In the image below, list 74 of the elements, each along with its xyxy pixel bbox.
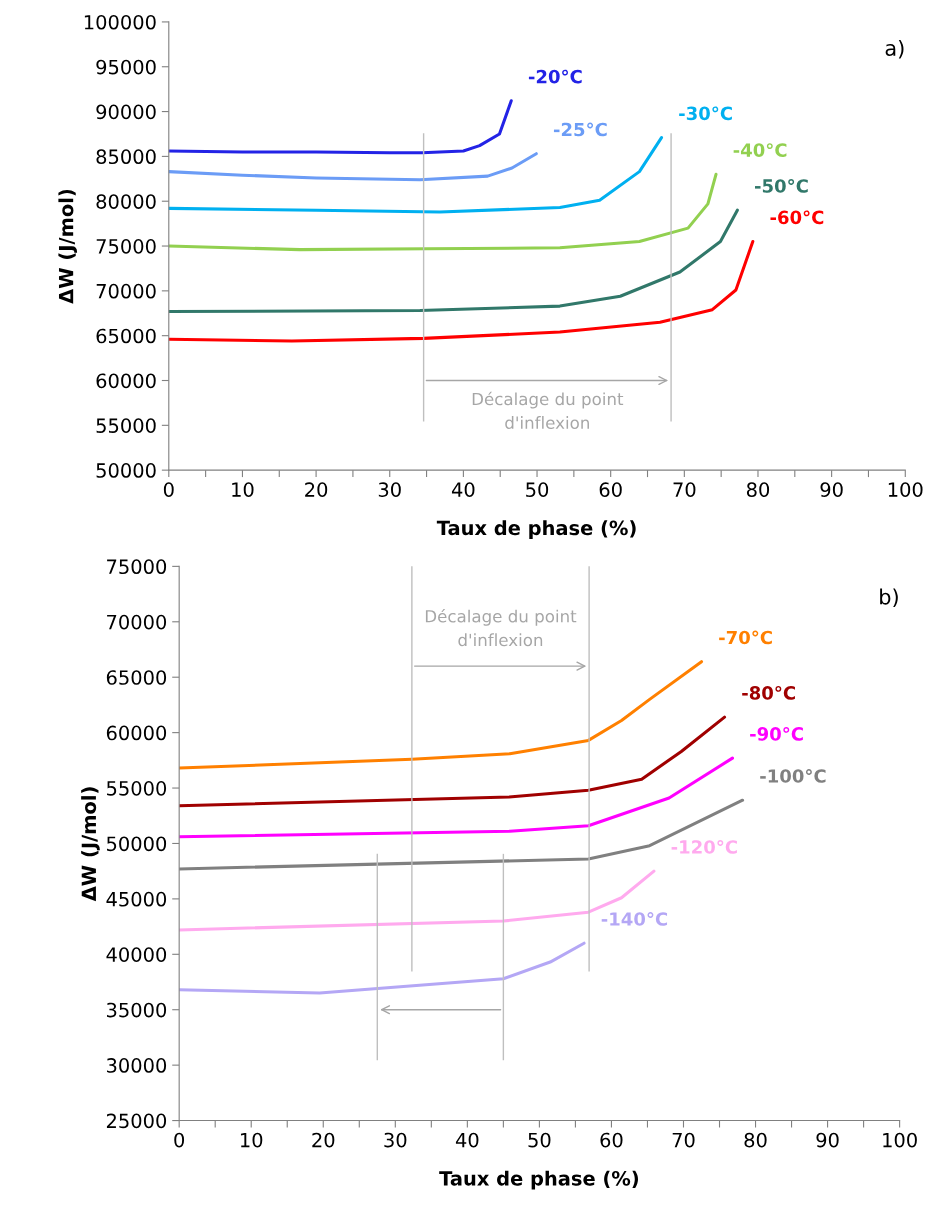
y-tick-label: 30000 bbox=[106, 1058, 167, 1073]
x-tick-label: 80 bbox=[746, 482, 770, 497]
line-series bbox=[168, 136, 664, 214]
x-axis-title: Taux de phase (%) bbox=[436, 520, 636, 540]
x-tick-label: 100 bbox=[888, 482, 923, 497]
x-tick-label: 10 bbox=[240, 1132, 263, 1148]
y-tick-label: 50000 bbox=[96, 463, 156, 478]
series-label: -30°C bbox=[679, 106, 732, 121]
y-axis-title: ΔW (J/mol) bbox=[58, 189, 78, 304]
series-label: -120°C bbox=[671, 840, 737, 854]
annotation: Décalage du point d'inflexion bbox=[472, 391, 624, 430]
y-tick-label: 95000 bbox=[96, 59, 156, 75]
line-series bbox=[168, 172, 718, 252]
y-tick-label: 80000 bbox=[96, 194, 156, 209]
y-tick-label: 70000 bbox=[96, 283, 156, 299]
y-tick-label: 75000 bbox=[96, 238, 156, 254]
series-label: -90°C bbox=[750, 726, 803, 741]
y-tick-label: 50000 bbox=[107, 836, 167, 852]
x-tick-label: 10 bbox=[232, 482, 254, 497]
x-tick-label: 50 bbox=[526, 482, 549, 497]
line-series bbox=[179, 660, 704, 770]
x-tick-label: 30 bbox=[384, 1132, 407, 1148]
x-tick-label: 70 bbox=[673, 482, 696, 497]
x-tick-label: 30 bbox=[378, 482, 401, 497]
line-series bbox=[179, 715, 727, 808]
line-series bbox=[179, 756, 735, 839]
y-tick-label: 45000 bbox=[106, 891, 167, 907]
x-tick-label: 90 bbox=[820, 482, 843, 497]
y-tick-label: 25000 bbox=[106, 1113, 167, 1129]
annotation: b) bbox=[880, 588, 898, 608]
y-tick-label: 60000 bbox=[106, 725, 167, 741]
annotation: a) bbox=[885, 39, 904, 59]
x-axis-title: Taux de phase (%) bbox=[439, 1170, 639, 1190]
series-label: -100°C bbox=[760, 769, 826, 783]
y-tick-label: 55000 bbox=[96, 418, 156, 433]
x-tick-label: 100 bbox=[883, 1132, 917, 1148]
y-tick-label: 65000 bbox=[96, 328, 156, 344]
series-label: -60°C bbox=[770, 210, 824, 225]
x-tick-label: 90 bbox=[816, 1132, 839, 1148]
x-tick-label: 20 bbox=[305, 482, 328, 497]
x-tick-label: 20 bbox=[312, 1132, 335, 1148]
y-tick-label: 75000 bbox=[107, 559, 167, 575]
x-tick-label: 0 bbox=[174, 1132, 185, 1148]
line-series bbox=[168, 208, 739, 314]
x-tick-label: 0 bbox=[163, 482, 174, 497]
line-series bbox=[179, 941, 586, 995]
line-series bbox=[168, 99, 513, 155]
y-tick-label: 40000 bbox=[106, 947, 167, 962]
series-label: -80°C bbox=[742, 685, 795, 700]
x-tick-label: 70 bbox=[672, 1132, 695, 1148]
series-label: -25°C bbox=[553, 122, 607, 137]
y-tick-label: 70000 bbox=[107, 614, 167, 630]
x-tick-label: 40 bbox=[451, 482, 475, 497]
series-label: -20°C bbox=[528, 69, 582, 84]
x-tick-label: 40 bbox=[455, 1132, 479, 1148]
line-series bbox=[168, 240, 755, 343]
y-tick-label: 100000 bbox=[84, 14, 156, 30]
line-series bbox=[168, 152, 538, 182]
y-tick-label: 65000 bbox=[106, 670, 167, 685]
y-tick-label: 85000 bbox=[96, 149, 156, 165]
x-tick-label: 60 bbox=[599, 482, 622, 497]
x-tick-label: 60 bbox=[600, 1132, 623, 1148]
x-tick-label: 50 bbox=[528, 1132, 551, 1148]
series-label: -50°C bbox=[755, 179, 808, 193]
y-tick-label: 60000 bbox=[96, 373, 156, 389]
annotation: Décalage du point d'inflexion bbox=[425, 608, 577, 647]
y-tick-label: 90000 bbox=[96, 104, 156, 120]
y-axis-title: ΔW (J/mol) bbox=[81, 787, 100, 902]
y-tick-label: 35000 bbox=[106, 1002, 167, 1018]
y-tick-label: 55000 bbox=[107, 781, 167, 796]
series-label: -40°C bbox=[733, 143, 787, 157]
series-label: -70°C bbox=[719, 630, 772, 645]
series-label: -140°C bbox=[601, 912, 668, 926]
x-tick-label: 80 bbox=[744, 1132, 767, 1148]
